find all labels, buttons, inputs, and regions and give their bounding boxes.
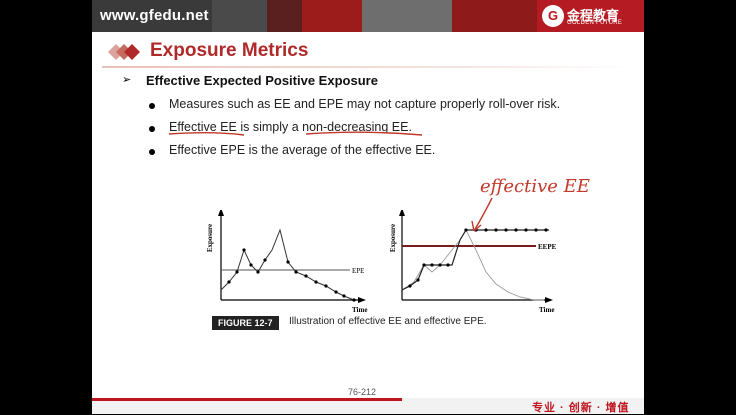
slide: Exposure Metrics ➢ Effective Expected Po… — [92, 32, 644, 398]
bullet-dot-icon — [149, 126, 155, 132]
logo-chinese-name: 金程教育 — [567, 8, 620, 23]
ee-profile-curve — [220, 228, 355, 301]
right-x-label: Time — [539, 306, 554, 314]
bullet-text: Effective EE is simply a non-decreasing … — [169, 120, 412, 134]
site-url[interactable]: www.gfedu.net — [100, 7, 209, 24]
footer-slogan: 专业 · 创新 · 增值 — [532, 402, 630, 414]
left-x-label: Time — [352, 306, 367, 314]
bullet-dot-icon — [149, 149, 155, 155]
bullet-text: Measures such as EE and EPE may not capt… — [169, 97, 561, 111]
slide-title: Exposure Metrics — [150, 40, 309, 61]
right-panel: Exposure Time EEPE — [389, 210, 557, 314]
header-band — [267, 0, 302, 32]
axis-arrow-icon — [358, 297, 366, 303]
bullet-text: Effective EPE is the average of the effe… — [169, 143, 436, 157]
footer-accent — [92, 398, 402, 401]
epe-label: EPE — [352, 267, 364, 275]
left-panel: Exposure Time EPE — [206, 210, 367, 314]
figure-diagram: Exposure Time EPE Exposure Time EEPE — [206, 210, 557, 314]
title-diamond-icon — [108, 44, 140, 60]
bullet-dot-icon — [149, 103, 155, 109]
figure-caption: Illustration of effective EE and effecti… — [289, 316, 487, 327]
effective-ee-curve — [401, 229, 549, 291]
page-number: 76-212 — [348, 387, 377, 397]
axis-arrow-icon — [218, 210, 224, 216]
ee-points — [227, 248, 356, 302]
arrow-bullet-icon: ➢ — [122, 74, 132, 86]
brand-logo: G 金程教育 GOLDEN FUTURE — [542, 4, 642, 30]
logo-english-name: GOLDEN FUTURE — [567, 20, 623, 26]
axis-arrow-icon — [399, 210, 405, 216]
footer-bar: 专业 · 创新 · 增值 — [92, 398, 644, 414]
axis-arrow-icon — [545, 297, 553, 303]
right-y-label: Exposure — [389, 224, 397, 252]
header-band — [212, 0, 267, 32]
figure-tag: FIGURE 12-7 — [212, 316, 279, 330]
left-y-label: Exposure — [206, 224, 214, 252]
header-bar: www.gfedu.net G 金程教育 GOLDEN FUTURE — [92, 0, 644, 32]
title-divider — [102, 66, 632, 68]
effective-ee-points — [408, 228, 548, 288]
header-band — [452, 0, 537, 32]
header-band — [362, 0, 452, 32]
header-band — [302, 0, 362, 32]
eepe-label: EEPE — [538, 243, 557, 251]
logo-mark-icon: G — [542, 5, 564, 27]
section-heading: Effective Expected Positive Exposure — [146, 73, 378, 88]
